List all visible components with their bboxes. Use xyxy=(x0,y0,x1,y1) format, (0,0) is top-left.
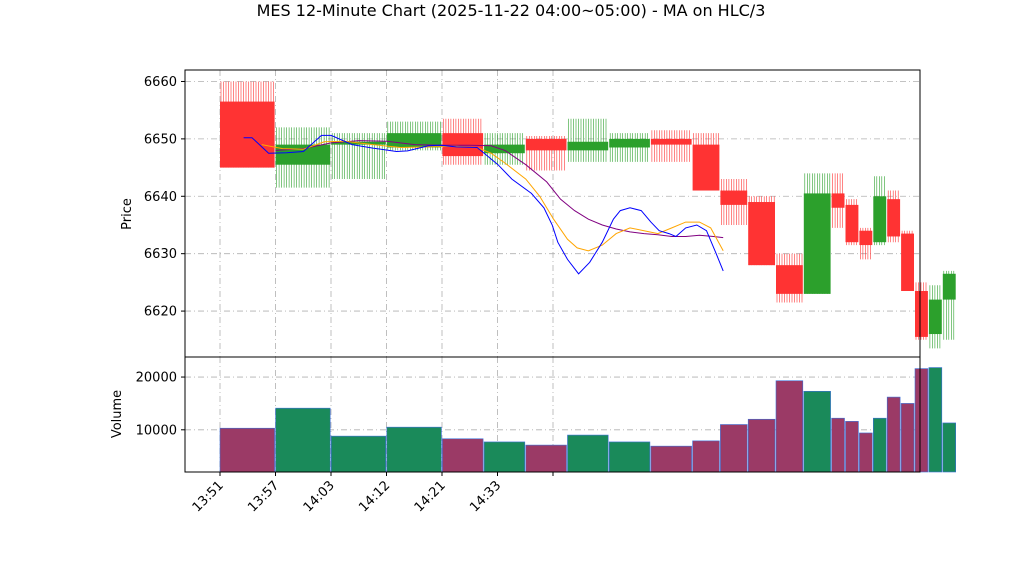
price-axis-label: Price xyxy=(120,198,135,230)
volume-bars xyxy=(219,367,956,473)
volume-bar xyxy=(872,417,887,473)
volume-bar xyxy=(803,390,831,473)
volume-bar xyxy=(720,424,748,473)
volume-bar xyxy=(859,432,873,473)
candle-body xyxy=(692,144,720,191)
price-axis-ticks: 6620 6630 6640 6650 6660 xyxy=(144,75,185,320)
volume-bar xyxy=(831,417,845,473)
volume-bar xyxy=(386,426,442,473)
candle-body xyxy=(859,230,873,246)
volume-bar xyxy=(845,421,859,473)
chart-title: MES 12-Minute Chart (2025-11-22 04:00~05… xyxy=(257,1,766,20)
volume-axis-label: Volume xyxy=(110,390,125,438)
price-tick-label: 6640 xyxy=(144,190,177,205)
volume-bar xyxy=(928,367,943,473)
candle-body xyxy=(609,138,650,148)
candle-body xyxy=(845,204,859,243)
volume-tick-label: 10000 xyxy=(136,423,177,438)
candle-body xyxy=(942,273,956,300)
price-grid xyxy=(185,70,920,357)
volume-bar xyxy=(886,396,901,473)
candle-body xyxy=(803,193,831,294)
ma-fast-line xyxy=(243,134,724,275)
candle-body xyxy=(776,265,803,294)
candle-body xyxy=(748,202,775,266)
price-panel: 6620 6630 6640 6650 6660 Price xyxy=(120,69,956,358)
volume-bar xyxy=(442,438,484,473)
candle-body xyxy=(720,190,748,205)
volume-bar xyxy=(608,441,651,473)
volume-tick-label: 20000 xyxy=(136,371,177,386)
candle-body xyxy=(567,141,609,151)
price-tick-label: 6650 xyxy=(144,132,177,147)
time-tick-label: 13:51 xyxy=(190,478,227,515)
candle-body xyxy=(915,290,928,337)
candle-body xyxy=(650,138,692,145)
volume-bar xyxy=(692,440,720,473)
volume-bar xyxy=(275,407,331,473)
volume-bar xyxy=(219,427,275,473)
moving-average-lines xyxy=(243,134,724,275)
candle-body xyxy=(901,233,914,291)
volume-bar xyxy=(914,368,929,473)
candle-body xyxy=(873,196,887,243)
candles xyxy=(220,81,956,349)
candle-body xyxy=(386,133,442,148)
volume-bar xyxy=(483,441,526,473)
volume-panel: 10000 20000 Volume xyxy=(110,356,956,473)
price-tick-label: 6660 xyxy=(144,75,177,90)
candle-body xyxy=(887,199,901,237)
volume-bar xyxy=(747,418,776,473)
volume-bar xyxy=(525,444,567,473)
volume-bar xyxy=(942,422,956,473)
candle-body xyxy=(275,144,331,165)
time-tick-label: 14:12 xyxy=(356,478,393,515)
time-tick-label: 14:33 xyxy=(467,478,504,515)
time-tick-label: 13:57 xyxy=(245,478,282,515)
price-tick-label: 6620 xyxy=(144,305,177,320)
time-tick-label: 14:03 xyxy=(301,478,338,515)
candle-body xyxy=(831,193,845,208)
volume-bar xyxy=(900,403,915,473)
time-axis-ticks: 13:51 13:57 14:03 14:12 14:21 14:33 xyxy=(190,472,554,515)
volume-axis-ticks: 10000 20000 xyxy=(136,371,185,438)
volume-bar xyxy=(775,380,804,473)
volume-bar xyxy=(567,434,609,473)
candle-body xyxy=(442,133,484,157)
ma-long-line xyxy=(275,140,724,239)
candle-body xyxy=(928,299,942,335)
candle-body xyxy=(220,101,275,168)
time-tick-label: 14:21 xyxy=(412,478,449,515)
candle-body xyxy=(525,138,567,151)
volume-bar xyxy=(330,435,387,473)
price-tick-label: 6630 xyxy=(144,247,177,262)
ma-slow-line xyxy=(261,140,724,252)
candle-body xyxy=(484,144,525,154)
volume-bar xyxy=(650,445,692,473)
